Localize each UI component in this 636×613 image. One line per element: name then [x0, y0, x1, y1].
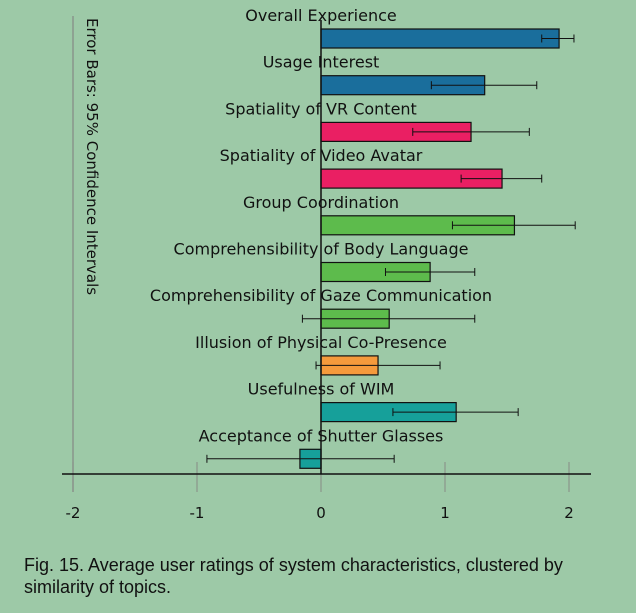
- x-tick-label: -1: [190, 504, 205, 522]
- error-bars-group: [206, 34, 576, 463]
- figure-caption: Fig. 15. Average user ratings of system …: [24, 555, 563, 597]
- x-ticks-group: -2 -1 0 1 2: [66, 504, 574, 522]
- bar-overall-experience: [320, 28, 560, 49]
- x-tick-label: -2: [66, 504, 81, 522]
- error-bars-annotation: Error Bars: 95% Confidence Intervals: [83, 18, 101, 295]
- x-tick-label: 1: [440, 504, 450, 522]
- tick-gridlines: [72, 462, 570, 492]
- x-tick-label: 0: [316, 504, 326, 522]
- x-tick-label: 2: [564, 504, 574, 522]
- category-label-overall-experience: Overall Experience: [245, 6, 397, 25]
